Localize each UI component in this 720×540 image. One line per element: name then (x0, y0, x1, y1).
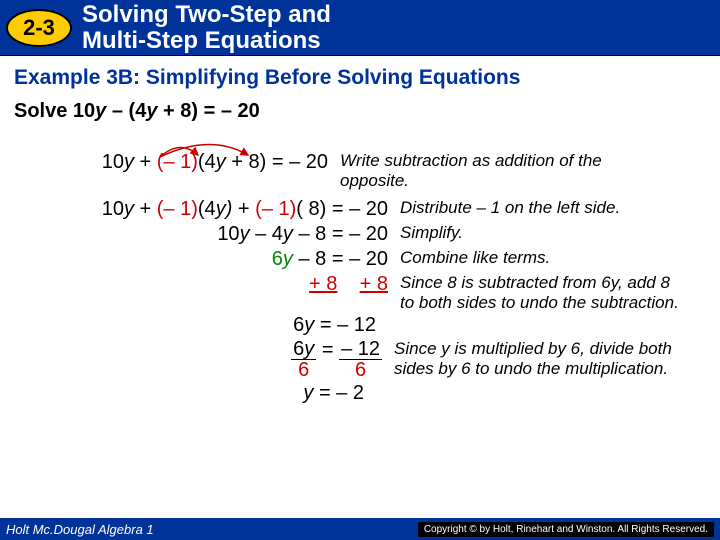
math-segment: – 4 (250, 223, 283, 245)
math-segment: y (124, 151, 134, 173)
example-title: Example 3B: Simplifying Before Solving E… (0, 56, 720, 96)
math-segment: = – 2 (313, 382, 364, 404)
math-segment: y (303, 382, 313, 404)
math-segment: – 8 = – 20 (293, 248, 388, 270)
lesson-badge: 2-3 (6, 9, 72, 47)
math-segment: ( 8) = – 20 (296, 198, 388, 220)
math-expression: 6y6 = – 126 (8, 339, 382, 380)
step-explanation: Since 8 is subtracted from 6y, add 8 to … (388, 273, 688, 312)
math-expression: y = – 2 (8, 382, 364, 405)
math-segment: (– 1) (157, 151, 198, 173)
step-explanation: Since y is multiplied by 6, divide both … (382, 339, 692, 378)
problem-text: Solve 10 (14, 100, 95, 122)
math-segment: (4 (198, 151, 216, 173)
math-segment: + (134, 198, 157, 220)
header-bar: 2-3 Solving Two-Step and Multi-Step Equa… (0, 0, 720, 56)
problem-text: – (4 (106, 100, 146, 122)
work-area: 10y + (– 1)(4y + 8) = – 20Write subtract… (0, 151, 720, 405)
math-segment: 10 (217, 223, 239, 245)
math-segment: y (124, 198, 134, 220)
math-expression: 10y + (– 1)(4y + 8) = – 20 (8, 151, 328, 174)
footer-right: Copyright © by Holt, Rinehart and Winsto… (418, 522, 714, 537)
work-row: 10y + (– 1)(4y + 8) = – 20Write subtract… (8, 151, 712, 190)
math-segment: = – 12 (314, 314, 376, 336)
math-segment: y (283, 248, 293, 270)
math-segment: – 8 = – 20 (293, 223, 388, 245)
math-segment: + 8 (360, 273, 388, 295)
work-row: + 8 + 8Since 8 is subtracted from 6y, ad… (8, 273, 712, 312)
math-segment: y) (216, 198, 233, 220)
step-explanation: Simplify. (388, 223, 463, 243)
math-segment: + (134, 151, 157, 173)
work-row: y = – 2 (8, 382, 712, 405)
footer-left: Holt Mc.Dougal Algebra 1 (6, 522, 154, 537)
math-segment: y (216, 151, 226, 173)
math-segment: + 8 (309, 273, 337, 295)
math-segment: 6 (272, 248, 283, 270)
math-segment: (4 (198, 198, 216, 220)
math-segment: 10 (102, 198, 124, 220)
math-segment: (– 1) (255, 198, 296, 220)
work-row: 6y – 8 = – 20Combine like terms. (8, 248, 712, 271)
badge-text: 2-3 (23, 15, 55, 41)
work-row: 6y6 = – 126Since y is multiplied by 6, d… (8, 339, 712, 380)
math-segment: y (283, 223, 293, 245)
problem-text: + 8) = – 20 (157, 100, 259, 122)
math-expression: 10y – 4y – 8 = – 20 (8, 223, 388, 246)
problem-var: y (146, 100, 157, 122)
math-segment: + 8) = – 20 (226, 151, 328, 173)
math-segment: 6 (293, 314, 304, 336)
math-segment: (– 1) (157, 198, 198, 220)
step-explanation: Write subtraction as addition of the opp… (328, 151, 638, 190)
work-row: 6y = – 12 (8, 314, 712, 337)
step-explanation: Distribute – 1 on the left side. (388, 198, 620, 218)
problem-var: y (95, 100, 106, 122)
step-explanation: Combine like terms. (388, 248, 550, 268)
math-segment: y (240, 223, 250, 245)
math-segment: y (304, 314, 314, 336)
title-line-2: Multi-Step Equations (82, 27, 321, 54)
lesson-title: Solving Two-Step and Multi-Step Equation… (82, 2, 331, 52)
math-segment: + (232, 198, 255, 220)
title-line-1: Solving Two-Step and (82, 1, 331, 28)
math-segment (337, 273, 359, 295)
footer-bar: Holt Mc.Dougal Algebra 1 Copyright © by … (0, 518, 720, 540)
math-segment: 10 (102, 151, 124, 173)
math-expression: 6y – 8 = – 20 (8, 248, 388, 271)
problem-statement: Solve 10y – (4y + 8) = – 20 (0, 96, 720, 133)
math-expression: 10y + (– 1)(4y) + (– 1)( 8) = – 20 (8, 198, 388, 221)
math-expression: 6y = – 12 (8, 314, 376, 337)
work-row: 10y + (– 1)(4y) + (– 1)( 8) = – 20Distri… (8, 198, 712, 221)
math-expression: + 8 + 8 (8, 273, 388, 296)
work-row: 10y – 4y – 8 = – 20Simplify. (8, 223, 712, 246)
